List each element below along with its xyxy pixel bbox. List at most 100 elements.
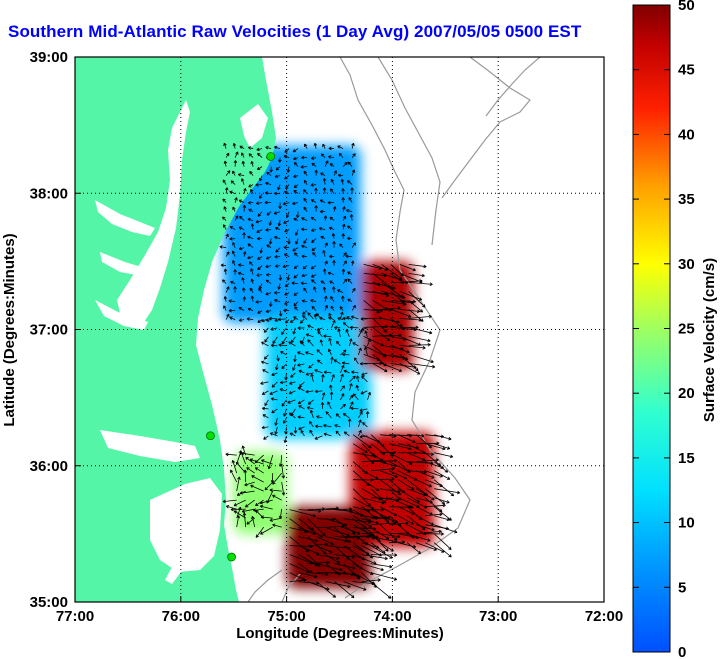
velocity-vector (250, 278, 254, 284)
velocity-vector (327, 200, 335, 205)
velocity-vector (390, 345, 410, 354)
velocity-vector (307, 399, 314, 405)
velocity-vector (408, 354, 434, 364)
velocity-vector (330, 296, 335, 302)
velocity-vector (425, 512, 443, 517)
velocity-vector (320, 402, 325, 409)
velocity-vector (316, 563, 343, 572)
velocity-vector (370, 553, 398, 557)
velocity-vector (276, 354, 280, 362)
velocity-vector (433, 443, 451, 450)
velocity-vector (293, 426, 298, 434)
velocity-vector (360, 317, 368, 321)
velocity-vector (265, 181, 272, 186)
velocity-vector (323, 370, 332, 375)
velocity-vector (355, 384, 360, 392)
velocity-vector (407, 470, 427, 474)
velocity-vector (284, 301, 290, 305)
velocity-vector (247, 200, 254, 205)
velocity-vector (238, 318, 245, 322)
velocity-vector (415, 470, 435, 479)
velocity-vector (340, 403, 346, 410)
velocity-vector (379, 542, 394, 552)
velocity-vector (434, 488, 461, 495)
velocity-vector (335, 430, 341, 437)
velocity-vector (256, 236, 263, 241)
velocity-vector (350, 406, 359, 411)
velocity-vector (284, 426, 288, 435)
velocity-vector (322, 286, 327, 293)
velocity-vector (331, 233, 336, 239)
velocity-vector (341, 197, 345, 203)
velocity-vector (311, 162, 317, 167)
x-tick-label: 76:00 (162, 608, 200, 625)
velocity-vector (242, 251, 247, 257)
velocity-vector (342, 316, 350, 321)
velocity-vector (256, 273, 263, 277)
velocity-vector (311, 279, 317, 284)
velocity-vector (254, 467, 264, 474)
velocity-vector (238, 306, 245, 311)
velocity-vector (283, 435, 288, 443)
velocity-vector (328, 348, 332, 356)
velocity-vector (228, 299, 236, 303)
x-tick-label: 77:00 (56, 608, 94, 625)
velocity-vector (351, 242, 356, 248)
velocity-vector (316, 581, 336, 598)
velocity-vector (265, 228, 272, 232)
speed-region-2 (360, 261, 414, 371)
pamlico-sound (150, 478, 222, 572)
velocity-vector (301, 244, 308, 249)
velocity-vector (367, 391, 371, 401)
velocity-vector (349, 325, 359, 330)
velocity-vector (281, 327, 287, 335)
velocity-vector (342, 252, 347, 257)
velocity-vector (225, 313, 230, 320)
velocity-vector (293, 190, 299, 194)
velocity-vector (324, 260, 328, 266)
velocity-vector (278, 343, 287, 347)
velocity-vector (259, 193, 263, 199)
velocity-vector (297, 415, 305, 419)
velocity-vector (329, 391, 334, 400)
velocity-vector (302, 265, 308, 270)
velocity-vector (406, 542, 422, 554)
velocity-vector (229, 226, 236, 230)
velocity-vector (243, 469, 248, 483)
velocity-vector (293, 274, 299, 279)
y-tick-label: 35:00 (30, 594, 68, 611)
velocity-vector (307, 560, 330, 565)
velocity-vector (351, 142, 355, 149)
velocity-vector (295, 229, 299, 236)
speed-region-5 (233, 452, 287, 534)
velocity-vector (265, 309, 272, 313)
velocity-vector (251, 515, 256, 528)
velocity-vector (236, 476, 241, 492)
velocity-vector (329, 254, 335, 259)
velocity-vector (330, 188, 335, 194)
velocity-vector (267, 454, 274, 470)
velocity-vector (348, 197, 353, 203)
velocity-vector (261, 425, 269, 430)
velocity-vector (433, 533, 452, 550)
x-tick-labels: 77:00 76:00 75:00 74:00 73:00 72:00 (56, 596, 623, 625)
velocity-vector (234, 215, 239, 221)
velocity-vector (361, 508, 384, 512)
colorbar-tick-label: 5 (678, 579, 686, 596)
velocity-vector (293, 217, 299, 222)
velocity-vector (293, 354, 297, 363)
velocity-vector (434, 452, 454, 459)
velocity-vector (234, 151, 239, 158)
velocity-vector (323, 334, 332, 338)
velocity-vector (256, 166, 263, 170)
velocity-vector (321, 374, 325, 382)
velocity-vector (283, 417, 287, 424)
velocity-vector (292, 327, 296, 335)
velocity-vectors (219, 142, 461, 599)
velocity-vector (342, 278, 348, 284)
velocity-vector (379, 506, 398, 516)
station-markers (206, 152, 276, 562)
velocity-vector (358, 411, 363, 419)
velocity-vector (314, 187, 318, 194)
velocity-vector (381, 306, 401, 310)
